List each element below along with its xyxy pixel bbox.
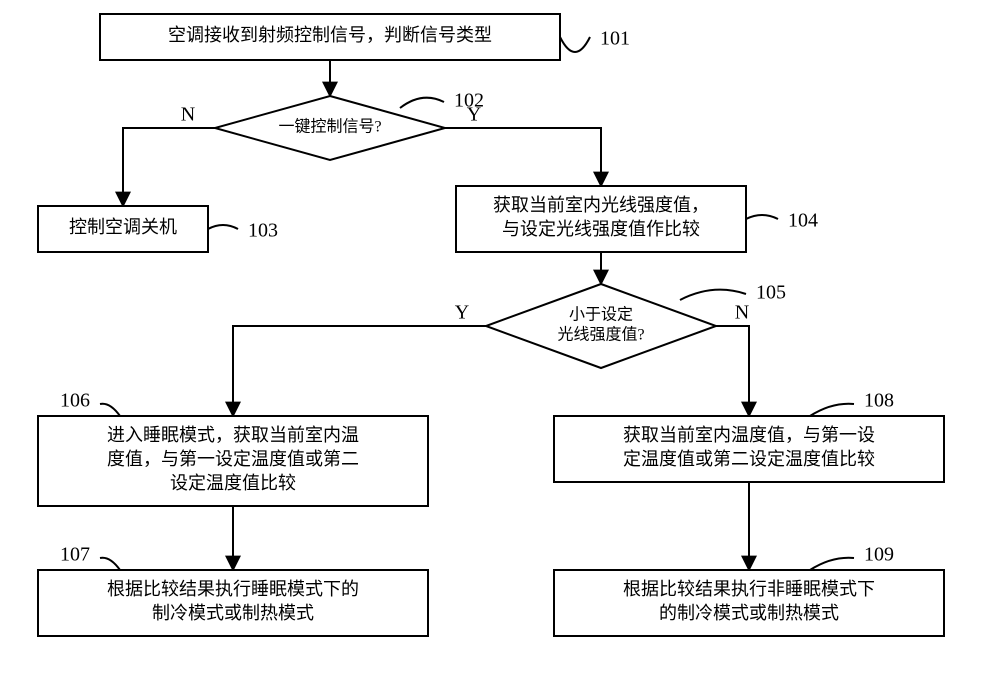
leader-line <box>810 404 854 416</box>
ref-label: 107 <box>60 544 90 566</box>
edge-label: N <box>181 104 195 126</box>
node-n102: 一键控制信号? 102 <box>215 90 484 160</box>
edge-label: Y <box>455 302 469 324</box>
node-text: 与设定光线强度值作比较 <box>502 219 700 239</box>
node-n103: 控制空调关机 103 <box>38 206 278 252</box>
node-text: 小于设定 <box>569 306 633 324</box>
node-text: 获取当前室内温度值，与第一设 <box>623 425 875 445</box>
ref-label: 103 <box>248 220 278 242</box>
node-text: 的制冷模式或制热模式 <box>659 603 839 623</box>
edge-label: N <box>735 302 749 324</box>
node-n104: 获取当前室内光线强度值， 与设定光线强度值作比较 104 <box>456 186 818 252</box>
node-text: 根据比较结果执行非睡眠模式下 <box>623 579 875 599</box>
edge <box>445 128 601 186</box>
edge <box>716 326 749 416</box>
ref-label: 108 <box>864 390 894 412</box>
node-text: 度值，与第一设定温度值或第二 <box>107 449 359 469</box>
node-n101: 空调接收到射频控制信号，判断信号类型 101 <box>100 14 630 60</box>
leader-line <box>400 98 444 108</box>
ref-label: 105 <box>756 282 786 304</box>
node-text: 定温度值或第二设定温度值比较 <box>623 449 875 469</box>
node-text: 根据比较结果执行睡眠模式下的 <box>107 579 359 599</box>
leader-line <box>810 558 854 570</box>
leader-line <box>100 558 120 570</box>
node-text: 空调接收到射频控制信号，判断信号类型 <box>168 25 492 45</box>
node-text: 设定温度值比较 <box>170 473 296 493</box>
node-text: 制冷模式或制热模式 <box>152 603 314 623</box>
leader-line <box>560 37 590 52</box>
ref-label: 106 <box>60 390 90 412</box>
node-text: 一键控制信号? <box>278 118 381 136</box>
node-text: 控制空调关机 <box>69 217 177 237</box>
leader-line <box>680 290 746 300</box>
node-text: 进入睡眠模式，获取当前室内温 <box>107 425 359 445</box>
edge <box>123 128 215 206</box>
node-n105: 小于设定光线强度值? 105 <box>486 282 786 368</box>
ref-label: 102 <box>454 90 484 112</box>
ref-label: 101 <box>600 28 630 50</box>
edge <box>233 326 486 416</box>
leader-line <box>100 404 120 416</box>
leader-line <box>208 225 238 229</box>
ref-label: 109 <box>864 544 894 566</box>
ref-label: 104 <box>788 210 818 232</box>
flowchart: NYYN空调接收到射频控制信号，判断信号类型101一键控制信号?102控制空调关… <box>0 0 1000 686</box>
node-text: 获取当前室内光线强度值， <box>493 195 709 215</box>
node-text: 光线强度值? <box>557 326 644 344</box>
leader-line <box>746 215 778 219</box>
